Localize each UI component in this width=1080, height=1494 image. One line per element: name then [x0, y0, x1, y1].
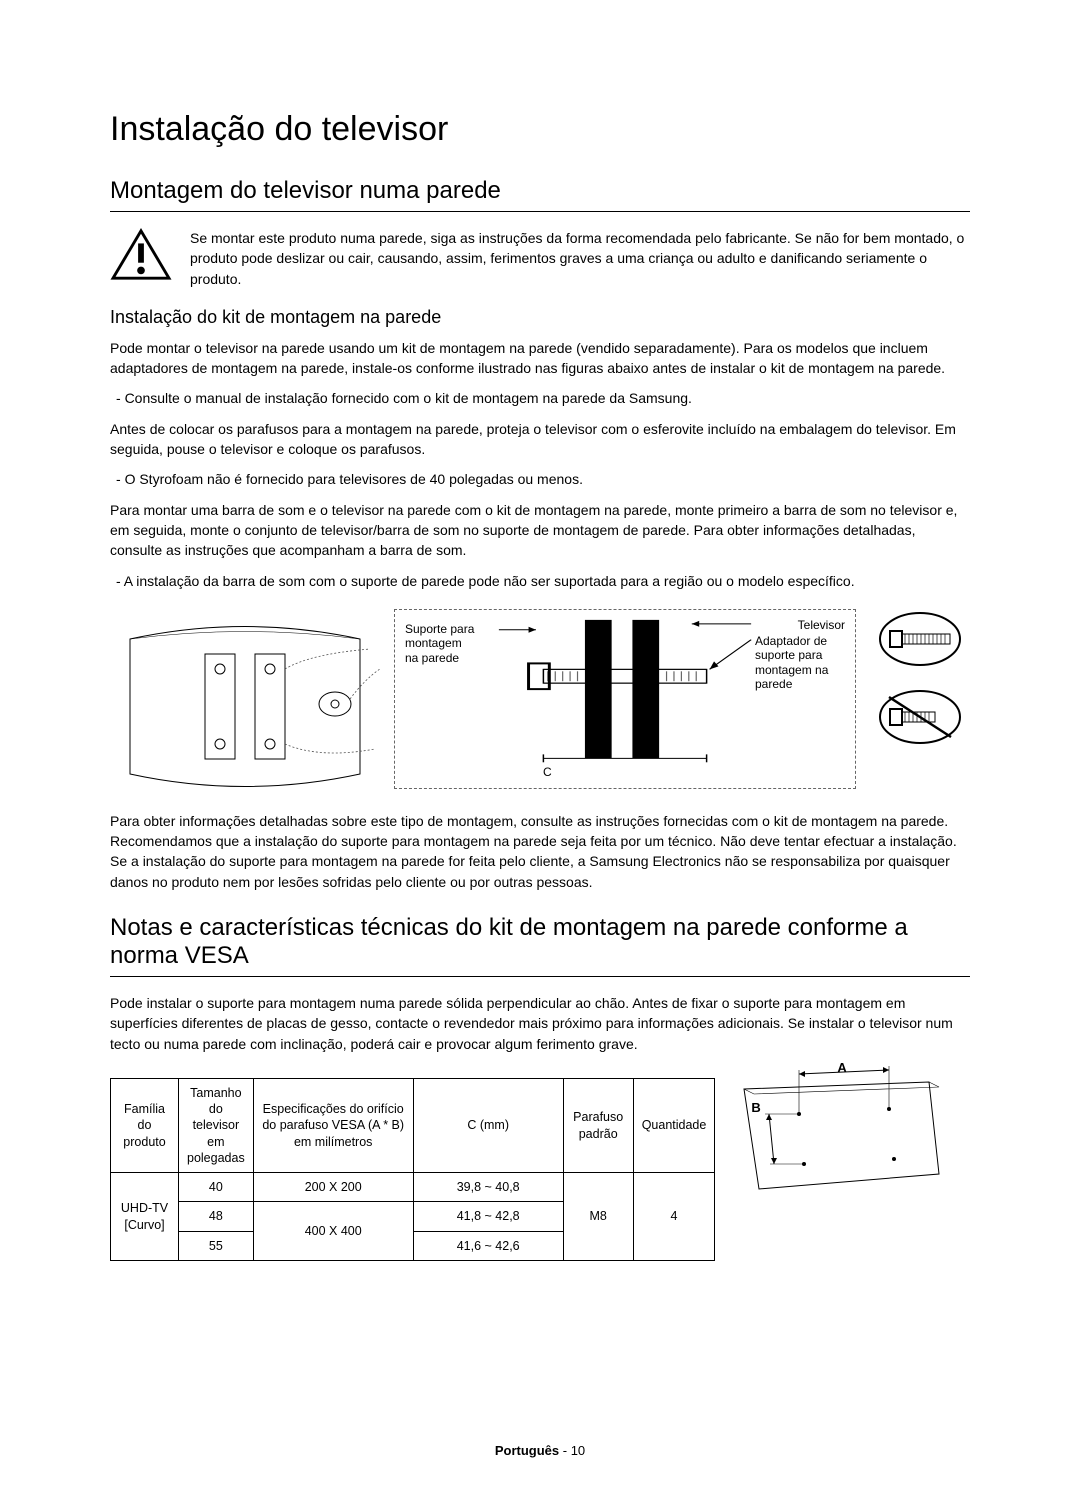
- page-footer: Português - 10: [0, 1443, 1080, 1458]
- table-cell: 39,8 ~ 40,8: [413, 1173, 563, 1202]
- table-header: C (mm): [413, 1078, 563, 1172]
- label-bracket: Suporte para montagem na parede: [405, 622, 475, 665]
- screw-correct-icon: [875, 609, 965, 669]
- bullet-item: O Styrofoam não é fornecido para televis…: [128, 469, 970, 489]
- label-a: A: [837, 1060, 846, 1075]
- warning-icon: [110, 228, 172, 287]
- table-cell: 200 X 200: [253, 1173, 413, 1202]
- vesa-spec-table: Família do produto Tamanho do televisor …: [110, 1078, 715, 1261]
- table-cell: 41,8 ~ 42,8: [413, 1202, 563, 1231]
- bullet-item: Consulte o manual de instalação fornecid…: [128, 388, 970, 408]
- paragraph: Para obter informações detalhadas sobre …: [110, 811, 970, 892]
- paragraph: Antes de colocar os parafusos para a mon…: [110, 419, 970, 460]
- screw-incorrect-icon: [875, 687, 965, 747]
- label-c: C: [543, 765, 552, 779]
- table-cell: 40: [179, 1173, 254, 1202]
- paragraph: Pode montar o televisor na parede usando…: [110, 338, 970, 379]
- paragraph: Pode instalar o suporte para montagem nu…: [110, 993, 970, 1054]
- table-header: Família do produto: [111, 1078, 179, 1172]
- table-row: UHD-TV [Curvo] 40 200 X 200 39,8 ~ 40,8 …: [111, 1173, 715, 1202]
- footer-language: Português: [495, 1443, 559, 1458]
- warning-text: Se montar este produto numa parede, siga…: [190, 228, 970, 289]
- warning-block: Se montar este produto numa parede, siga…: [110, 228, 970, 289]
- bracket-cross-section-illustration: Suporte para montagem na parede Televiso…: [394, 609, 856, 789]
- paragraph: Para montar uma barra de som e o televis…: [110, 500, 970, 561]
- table-cell: M8: [563, 1173, 633, 1261]
- label-tv: Televisor: [798, 618, 845, 632]
- table-cell: 41,6 ~ 42,6: [413, 1231, 563, 1260]
- table-header: Quantidade: [633, 1078, 715, 1172]
- table-cell: 55: [179, 1231, 254, 1260]
- page-title: Instalação do televisor: [110, 110, 970, 149]
- table-cell: 4: [633, 1173, 715, 1261]
- section-heading-wall-mount: Montagem do televisor numa parede: [110, 177, 970, 205]
- label-b: B: [751, 1100, 760, 1115]
- bullet-item: A instalação da barra de som com o supor…: [128, 571, 970, 591]
- heading-underline: [110, 211, 970, 212]
- vesa-ab-illustration: A B: [729, 1064, 949, 1204]
- heading-underline: [110, 976, 970, 977]
- tv-rear-illustration: [110, 609, 380, 789]
- mounting-diagram: Suporte para montagem na parede Televiso…: [110, 609, 970, 789]
- table-header: Tamanho do televisor em polegadas: [179, 1078, 254, 1172]
- label-adapter: Adaptador de suporte para montagem na pa…: [755, 634, 845, 692]
- table-cell: UHD-TV [Curvo]: [111, 1173, 179, 1261]
- table-cell: 400 X 400: [253, 1202, 413, 1261]
- table-header: Parafuso padrão: [563, 1078, 633, 1172]
- footer-page-number: 10: [571, 1443, 585, 1458]
- table-header: Especificações do orifício do parafuso V…: [253, 1078, 413, 1172]
- section-heading-vesa: Notas e características técnicas do kit …: [110, 914, 970, 970]
- sub-heading-kit-install: Instalação do kit de montagem na parede: [110, 307, 970, 328]
- table-cell: 48: [179, 1202, 254, 1231]
